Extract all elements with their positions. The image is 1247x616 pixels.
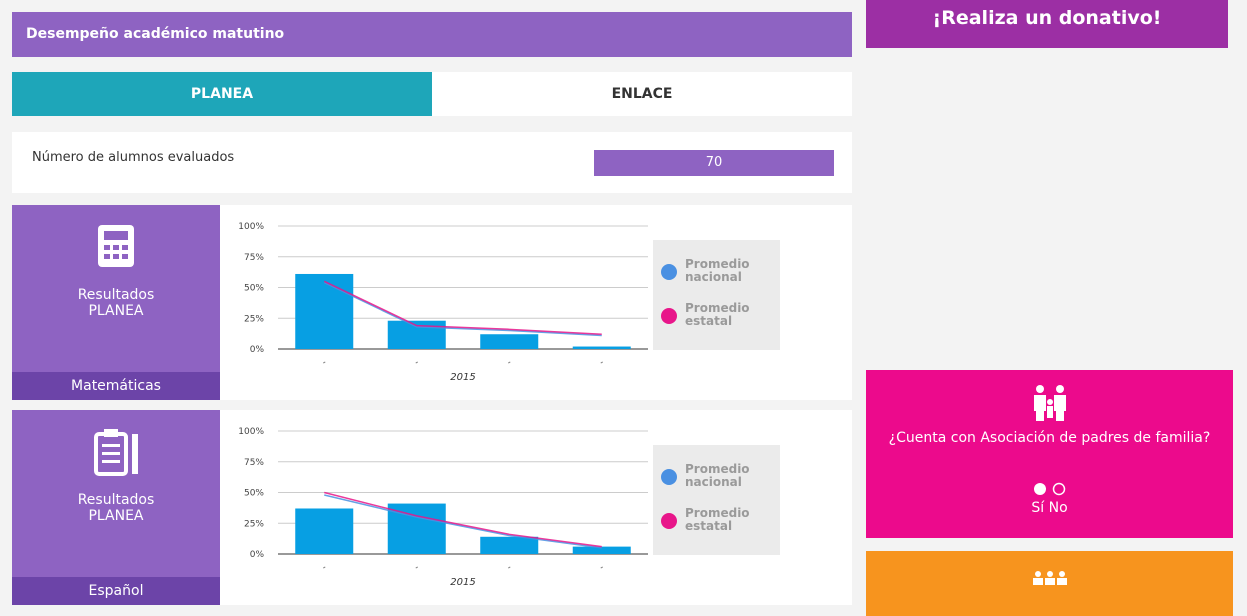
x-tick (415, 361, 418, 364)
y-tick-label: 100% (238, 427, 264, 437)
line (324, 491, 602, 548)
students-row: Número de alumnos evaluados 70 (12, 132, 852, 193)
y-tick-label: 25% (244, 314, 264, 324)
x-tick (415, 566, 418, 569)
bar (480, 334, 539, 349)
radio[interactable] (1052, 482, 1066, 496)
legend-label: Promedio nacional (685, 462, 754, 489)
subject-label: Matemáticas (12, 372, 220, 400)
y-tick-label: 0% (250, 345, 265, 355)
y-tick-label: 100% (238, 222, 264, 232)
panel-caption: Resultados PLANEA (77, 287, 155, 319)
legend-swatch (661, 513, 677, 529)
next-card (866, 551, 1233, 616)
y-tick-label: 75% (244, 253, 264, 263)
y-tick-label: 75% (244, 458, 264, 468)
line (324, 494, 602, 549)
chart: 0% 25% 50% 75% 100% 2015 Promedio nacional Prom… (238, 427, 780, 588)
parents-question: ¿Cuenta con Asociación de padres de fami… (888, 430, 1211, 446)
radio[interactable] (1034, 483, 1046, 495)
clipboard-icon (94, 429, 138, 476)
option: Sí (1031, 500, 1045, 516)
x-tick (508, 566, 511, 569)
students-value: 70 (594, 150, 834, 176)
chart-card: 0% 25% 50% 75% 100% 2015 Promedio nacional Prom… (220, 205, 852, 400)
subject-panel: Resultados PLANEA Español (12, 410, 220, 605)
x-tick (508, 361, 511, 364)
panel-caption: Resultados PLANEA (77, 492, 155, 524)
legend-box (653, 240, 780, 350)
y-tick-label: 25% (244, 519, 264, 529)
group-icon (1033, 571, 1067, 585)
subject-label: Español (12, 577, 220, 605)
chart: 0% 25% 50% 75% 100% 2015 Promedio nacional Prom… (238, 222, 780, 383)
y-tick-label: 0% (250, 550, 265, 560)
legend-swatch (661, 469, 677, 485)
section-title: Desempeño académico matutino (12, 12, 852, 57)
chart-card: 0% 25% 50% 75% 100% 2015 Promedio nacional Prom… (220, 410, 852, 605)
tab[interactable]: ENLACE (432, 72, 852, 116)
subject-panel: Resultados PLANEA Matemáticas (12, 205, 220, 400)
x-tick (323, 566, 326, 569)
line (323, 280, 602, 335)
bar (572, 346, 631, 349)
y-tick-label: 50% (244, 284, 264, 294)
legend-swatch (661, 264, 677, 280)
parents-card: ¿Cuenta con Asociación de padres de fami… (866, 370, 1233, 538)
radio-group (1034, 482, 1066, 496)
students-label: Número de alumnos evaluados (32, 150, 235, 165)
legend-label: Promedio nacional (685, 257, 754, 284)
radio-labels: Sí No (866, 500, 1233, 516)
x-axis-label: 2015 (450, 372, 475, 383)
tab[interactable]: PLANEA (12, 72, 432, 116)
legend-swatch (661, 308, 677, 324)
x-tick (600, 361, 603, 364)
bar (295, 273, 354, 349)
bar (572, 546, 631, 554)
legend-label: Promedio estatal (685, 301, 754, 328)
legend-box (653, 445, 780, 555)
bar (295, 508, 354, 554)
family-icon (1034, 385, 1066, 421)
donate-button[interactable]: ¡Realiza un donativo! (866, 0, 1228, 48)
y-tick-label: 50% (244, 489, 264, 499)
bar (480, 536, 539, 554)
calculator-icon (98, 225, 134, 267)
line (323, 281, 602, 337)
x-tick (600, 566, 603, 569)
legend-label: Promedio estatal (685, 506, 754, 533)
x-axis-label: 2015 (450, 577, 475, 588)
option: No (1048, 500, 1068, 516)
x-tick (323, 361, 326, 364)
